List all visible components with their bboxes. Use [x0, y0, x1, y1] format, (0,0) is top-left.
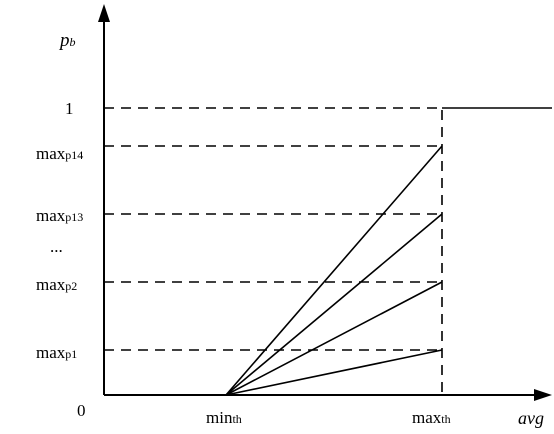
y-tick-label-maxp13: maxp13	[36, 206, 83, 225]
ramp-maxp1	[225, 349, 443, 396]
y-axis-label: pb	[58, 30, 76, 51]
y-tick-label-maxp1: maxp1	[36, 343, 77, 362]
y-tick-label-ellipsis: ...	[50, 237, 63, 256]
y-tick-label-1: 1	[65, 99, 74, 118]
x-tick-label-minth: minth	[206, 408, 242, 427]
ramp-maxp2	[225, 281, 443, 396]
x-tick-label-maxth: maxth	[412, 408, 451, 427]
x-axis-arrow	[534, 389, 552, 401]
x-axis-label: avg	[518, 408, 544, 428]
origin-label: 0	[77, 401, 86, 420]
y-tick-label-maxp2: maxp2	[36, 275, 77, 294]
y-tick-label-maxp14: maxp14	[36, 144, 83, 163]
ramp-maxp14	[225, 145, 443, 396]
ramp-maxp13	[225, 213, 443, 396]
y-axis-arrow	[98, 4, 110, 22]
